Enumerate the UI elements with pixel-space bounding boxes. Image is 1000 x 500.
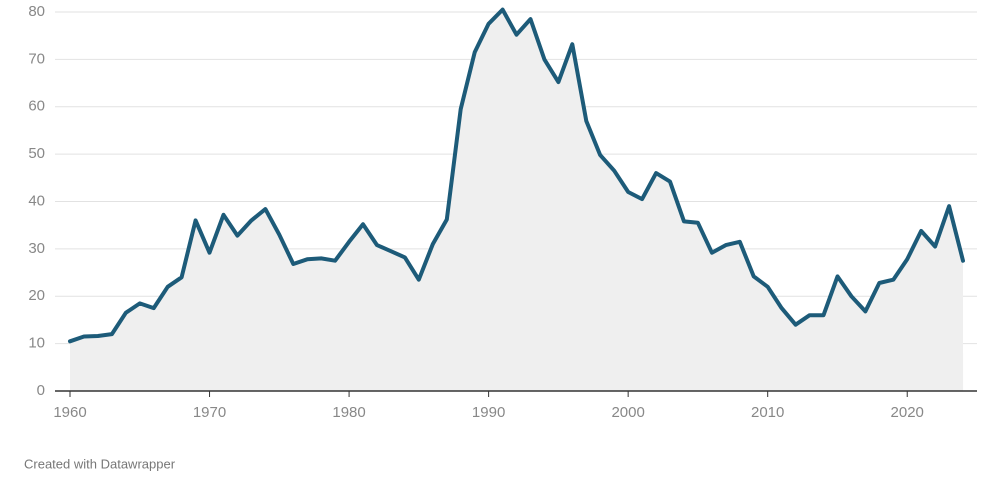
x-tick-label: 2020	[891, 404, 924, 421]
y-tick-label: 30	[28, 240, 45, 257]
y-tick-label: 20	[28, 287, 45, 304]
line	[68, 7, 965, 344]
y-tick-label: 60	[28, 98, 45, 115]
y-tick-label: 10	[28, 335, 45, 352]
x-tick-label: 1990	[472, 404, 505, 421]
x-tick-label: 2000	[611, 404, 644, 421]
footer: Created with Datawrapper	[24, 456, 176, 471]
x-tick-label: 1970	[193, 404, 226, 421]
y-tick-label: 40	[28, 192, 45, 209]
y-tick-label: 50	[28, 145, 45, 162]
y-tick-label: 70	[28, 50, 45, 67]
y-tick-label: 80	[28, 3, 45, 20]
x-tick-label: 2010	[751, 404, 784, 421]
x-tick-label: 1960	[53, 404, 86, 421]
y-tick-label: 0	[37, 382, 45, 399]
x-tick-label: 1980	[332, 404, 365, 421]
area	[70, 9, 964, 391]
